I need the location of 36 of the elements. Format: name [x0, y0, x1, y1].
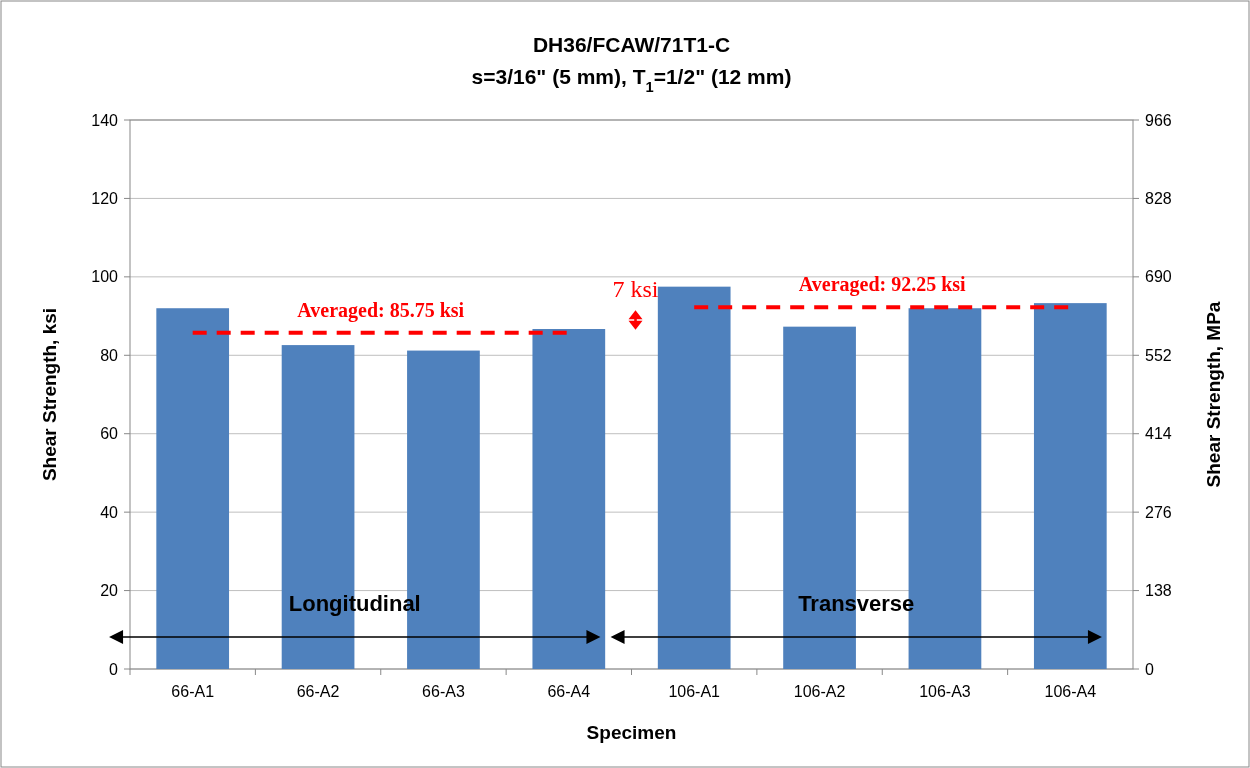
chart-subtitle: s=3/16" (5 mm), T$_{1}$=1/2" (12 mm) [471, 65, 792, 95]
y-tick-label: 60 [100, 425, 119, 443]
x-axis-title: Specimen [586, 722, 677, 743]
x-tick-label: 106-A3 [919, 683, 971, 700]
y2-tick-label: 828 [1145, 190, 1172, 208]
x-tick-label: 106-A1 [668, 683, 721, 700]
y2-tick-label: 0 [1145, 660, 1154, 678]
y2-tick-label: 276 [1145, 503, 1172, 521]
y2-tick-label: 690 [1145, 268, 1172, 286]
bar [1033, 303, 1107, 669]
x-tick-label: 106-A2 [793, 683, 846, 700]
y2-axis-title: Shear Strength, MPa [1203, 301, 1224, 488]
y-tick-label: 100 [91, 268, 119, 286]
y-tick-label: 140 [91, 111, 119, 129]
x-tick-label: 106-A4 [1044, 683, 1097, 700]
y-tick-label: 40 [100, 503, 119, 521]
y-tick-label: 20 [100, 582, 119, 600]
y2-tick-label: 138 [1145, 582, 1172, 600]
y-tick-label: 0 [109, 660, 119, 678]
x-tick-label: 66-A3 [422, 683, 465, 700]
x-tick-label: 66-A4 [547, 683, 591, 700]
annotation: 7 ksi [612, 276, 659, 303]
y2-tick-label: 552 [1145, 346, 1172, 364]
x-tick-label: 66-A1 [171, 683, 215, 700]
annotation: Averaged: 85.75 ksi [297, 298, 465, 322]
bar [657, 286, 731, 669]
x-tick-label: 66-A2 [296, 683, 340, 700]
y-tick-label: 80 [100, 346, 119, 364]
bar [156, 308, 230, 669]
y2-tick-label: 966 [1145, 111, 1172, 129]
bar [532, 329, 606, 669]
annotation: Averaged: 92.25 ksi [798, 273, 967, 297]
y-axis-title: Shear Strength, ksi [39, 307, 60, 482]
y-tick-label: 120 [91, 190, 119, 208]
chart-title: DH36/FCAW/71T1-C [532, 33, 731, 56]
y2-tick-label: 414 [1145, 425, 1172, 443]
